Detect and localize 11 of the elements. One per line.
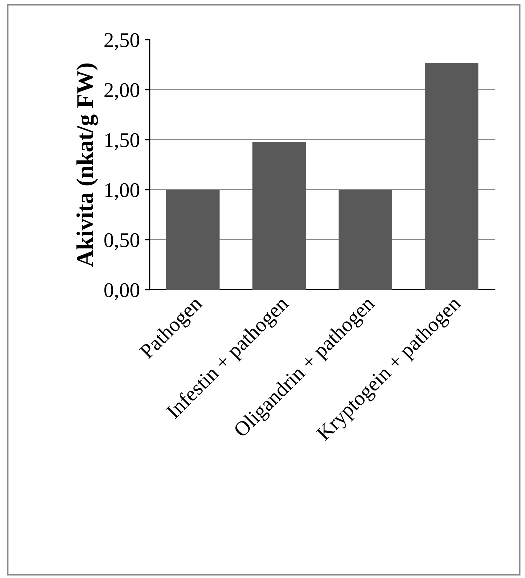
bar [252, 142, 306, 290]
y-tick-label: 1,50 [106, 133, 140, 150]
bar [425, 63, 479, 290]
y-tick-label: 2,50 [104, 33, 140, 50]
y-tick-label: 1,00 [106, 183, 140, 200]
y-tick-label: 0,50 [104, 233, 140, 250]
y-axis-title: Akivita (nkat/g FW) [76, 64, 98, 268]
y-tick-label: 0,00 [104, 283, 140, 300]
bar [166, 190, 220, 290]
bar [338, 190, 392, 290]
y-tick-label: 2,00 [104, 83, 140, 100]
